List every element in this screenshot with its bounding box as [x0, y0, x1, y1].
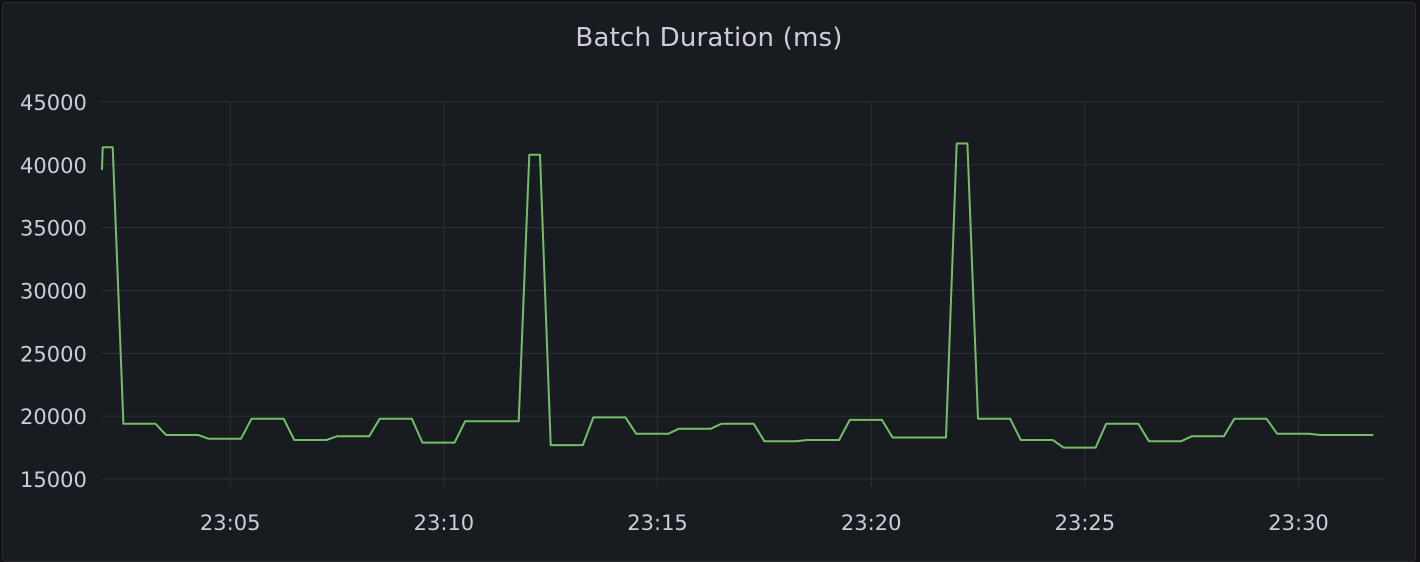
series-group [101, 142, 1374, 449]
series-line [101, 142, 1374, 449]
y-tick-label: 20000 [20, 405, 87, 429]
y-gridlines [102, 101, 1384, 480]
y-tick-label: 45000 [20, 91, 87, 115]
y-tick-label: 35000 [20, 217, 87, 241]
x-tick-label: 23:20 [841, 511, 902, 535]
x-tick-label: 23:15 [627, 511, 688, 535]
x-tick-label: 23:05 [200, 511, 261, 535]
y-tick-label: 25000 [20, 342, 87, 366]
x-tick-label: 23:25 [1055, 511, 1116, 535]
panel-title: Batch Duration (ms) [575, 23, 843, 53]
y-tick-label: 30000 [20, 280, 87, 304]
y-tick-label: 15000 [20, 468, 87, 492]
x-gridlines [229, 102, 1300, 487]
x-tick-label: 23:30 [1268, 511, 1329, 535]
x-tick-label: 23:10 [414, 511, 475, 535]
y-tick-label: 40000 [20, 154, 87, 178]
y-axis-labels: 15000 20000 25000 30000 35000 40000 45000 [20, 91, 87, 492]
x-axis-labels: 23:05 23:10 23:15 23:20 23:25 23:30 [200, 511, 1329, 535]
batch-duration-chart: 15000 20000 25000 30000 35000 40000 45000 23:0… [20, 91, 1384, 535]
